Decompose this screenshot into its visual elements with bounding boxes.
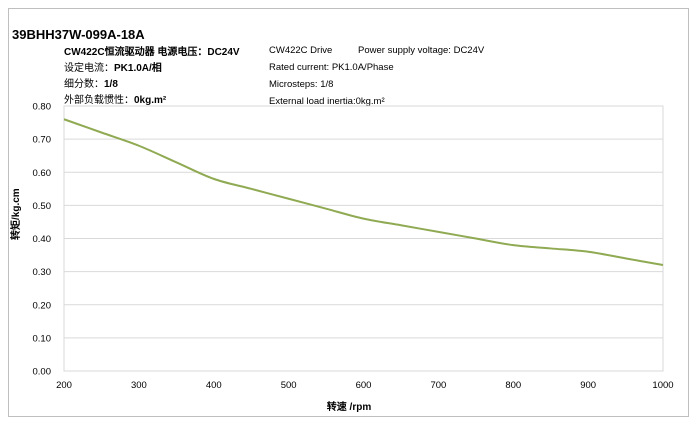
y-tick-label: 0.40 [33, 234, 52, 245]
y-tick-label: 0.10 [33, 333, 52, 344]
y-tick-label: 0.80 [33, 102, 52, 113]
y-tick-label: 0.60 [33, 168, 52, 179]
cn-inertia: 外部负载惯性：0kg.m² [64, 95, 167, 106]
torque-curve [63, 118, 664, 266]
model-title: 39BHH37W-099A-18A [12, 27, 145, 42]
x-tick-label: 900 [580, 380, 596, 391]
chart-frame [8, 8, 689, 417]
en-inertia: External load inertia:0kg.m² [269, 96, 385, 107]
y-tick-label: 0.20 [33, 300, 52, 311]
x-tick-label: 600 [356, 380, 372, 391]
plot-area [63, 105, 664, 372]
x-tick-label: 200 [56, 380, 72, 391]
y-tick-label: 0.00 [33, 367, 52, 378]
y-tick-label: 0.50 [33, 201, 52, 212]
en-voltage: Power supply voltage: DC24V [358, 45, 485, 56]
en-microsteps: Microsteps: 1/8 [269, 79, 334, 90]
x-axis-label: 转速 /rpm [326, 402, 372, 413]
y-axis-label: 转矩/kg.cm [11, 188, 22, 240]
cn-current: 设定电流：PK1.0A/相 [64, 63, 162, 74]
en-driver: CW422C Drive [269, 45, 333, 56]
y-tick-label: 0.70 [33, 135, 52, 146]
x-tick-label: 400 [206, 380, 222, 391]
x-tick-label: 700 [430, 380, 446, 391]
x-tick-label: 500 [281, 380, 297, 391]
cn-driver-voltage: CW422C恒流驱动器 电源电压：DC24V [64, 47, 240, 58]
x-tick-label: 1000 [652, 380, 673, 391]
x-tick-label: 300 [131, 380, 147, 391]
y-tick-label: 0.30 [33, 267, 52, 278]
x-tick-label: 800 [505, 380, 521, 391]
en-current: Rated current: PK1.0A/Phase [269, 62, 394, 73]
cn-microsteps: 细分数：1/8 [64, 79, 118, 90]
